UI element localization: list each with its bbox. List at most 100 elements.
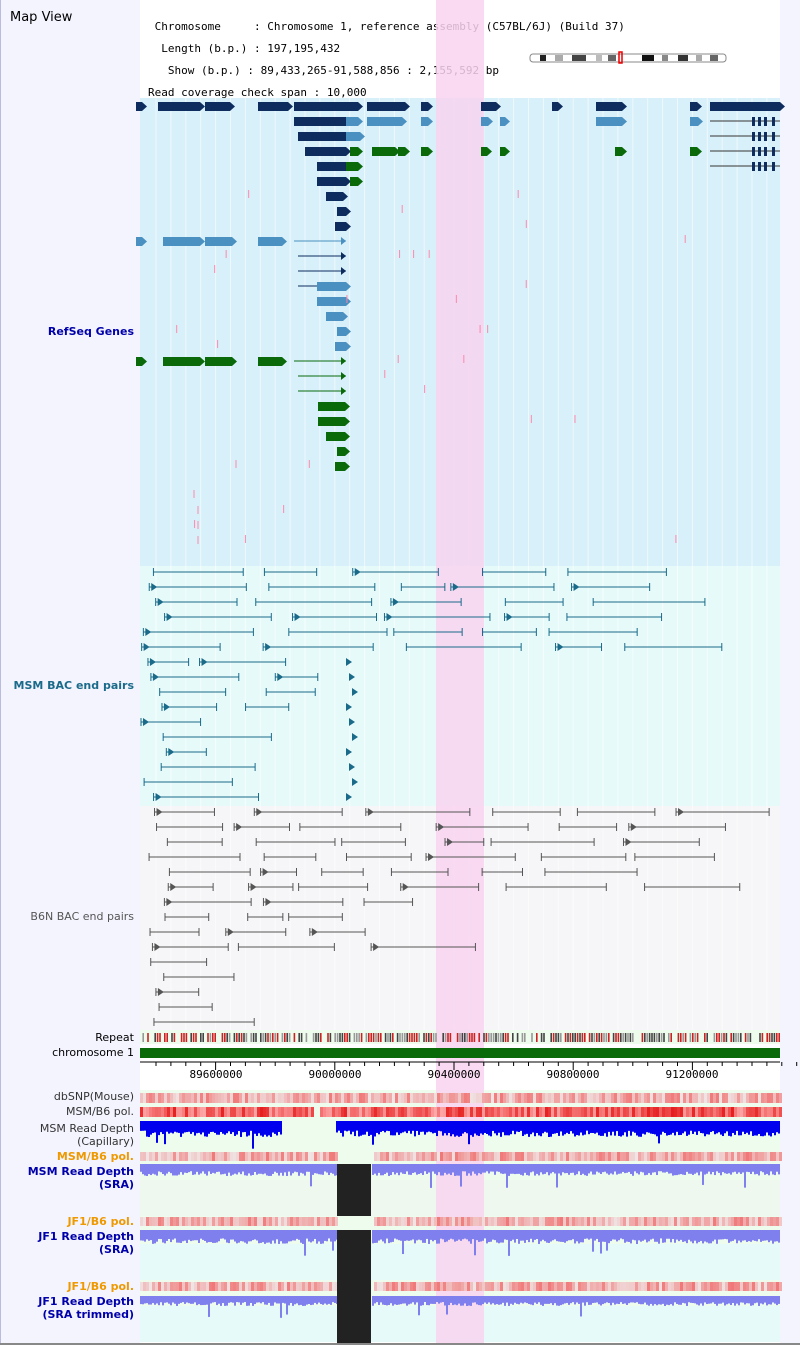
heat-cell (215, 1152, 218, 1161)
depth-bar (614, 1230, 616, 1240)
depth-bar (506, 1296, 508, 1303)
depth-bar (312, 1230, 314, 1242)
track-label-msm-b6-pol[interactable]: MSM/B6 pol. (66, 1105, 134, 1118)
depth-bar (236, 1164, 238, 1175)
heat-cell (335, 1152, 338, 1161)
depth-bar (494, 1230, 496, 1241)
depth-bar (730, 1296, 732, 1306)
depth-bar (718, 1164, 720, 1173)
depth-bar (316, 1296, 318, 1305)
track-label-jf1-b6-pol[interactable]: JF1/B6 pol. (67, 1215, 134, 1228)
depth-bar (168, 1230, 170, 1239)
heat-cell (719, 1107, 722, 1117)
heat-cell (500, 1152, 503, 1161)
track-label-msm-depth-capillary[interactable]: MSM Read Depth (Capillary) (39, 1122, 134, 1148)
track-label-jf1-b6-pol-2[interactable]: JF1/B6 pol. (67, 1280, 134, 1293)
heat-cell (269, 1282, 272, 1291)
repeat-track[interactable] (142, 1033, 780, 1042)
b6n-bac-end-pairs-track[interactable] (148, 808, 770, 1026)
heat-cell (779, 1107, 782, 1117)
track-label-msm-bac[interactable]: MSM BAC end pairs (13, 679, 134, 692)
track-label-jf1-depth-sra[interactable]: JF1 Read Depth (SRA) (38, 1230, 134, 1256)
heat-cell (452, 1282, 455, 1291)
depth-bar (734, 1164, 736, 1172)
highlight-region[interactable] (436, 0, 484, 1343)
repeat-element (183, 1033, 185, 1042)
depth-bar (568, 1164, 570, 1175)
repeat-element (164, 1033, 166, 1042)
heat-cell (536, 1093, 539, 1103)
heat-cell (323, 1093, 326, 1103)
heat-cell (476, 1217, 479, 1226)
depth-bar (194, 1296, 196, 1303)
read-depth-tracks[interactable] (140, 1121, 780, 1318)
heat-cell (419, 1107, 422, 1117)
refseq-genes-track[interactable] (136, 102, 785, 544)
heat-cell (746, 1152, 749, 1161)
depth-bar (538, 1296, 540, 1303)
depth-bar (346, 1121, 348, 1132)
heat-cell (587, 1107, 590, 1117)
heat-cell (326, 1093, 329, 1103)
heat-cell (650, 1217, 653, 1226)
depth-bar (588, 1121, 590, 1135)
heat-cell (515, 1152, 518, 1161)
depth-bar (254, 1296, 256, 1305)
heat-cell (212, 1107, 215, 1117)
depth-bar (496, 1121, 498, 1136)
polymorphism-heat-tracks[interactable] (140, 1093, 782, 1291)
bac-arrow (373, 943, 380, 951)
track-label-b6n-bac[interactable]: B6N BAC end pairs (30, 910, 134, 923)
repeat-element (584, 1033, 586, 1042)
repeat-element (483, 1033, 485, 1042)
chromosome-ideogram[interactable] (529, 51, 727, 64)
heat-cell (764, 1152, 767, 1161)
depth-bar (278, 1230, 280, 1244)
heat-cell (593, 1107, 596, 1117)
chromosome-bar[interactable] (140, 1048, 780, 1058)
heat-cell (524, 1217, 527, 1226)
gene-block (500, 117, 505, 126)
heat-cell (749, 1217, 752, 1226)
msm-bac-end-pairs-track[interactable] (140, 568, 723, 801)
bac-arrow (152, 673, 159, 681)
depth-bar (294, 1230, 296, 1241)
track-label-refseq[interactable]: RefSeq Genes (47, 325, 134, 338)
heat-cell (311, 1093, 314, 1103)
gene-arrow (405, 102, 410, 111)
depth-bar (586, 1164, 588, 1176)
depth-bar (746, 1164, 748, 1172)
track-label-msm-b6-pol-2[interactable]: MSM/B6 pol. (56, 1150, 134, 1163)
depth-bar (752, 1296, 754, 1306)
track-label-chromosome[interactable]: chromosome 1 (52, 1046, 134, 1059)
track-label-msm-depth-sra[interactable]: MSM Read Depth (SRA) (27, 1165, 134, 1191)
track-label-repeat[interactable]: Repeat (95, 1031, 134, 1044)
heat-cell (434, 1093, 437, 1103)
repeat-element (653, 1033, 656, 1042)
heat-cell (590, 1152, 593, 1161)
repeat-element (344, 1033, 346, 1042)
heat-cell (248, 1107, 251, 1117)
heat-cell (452, 1093, 455, 1103)
heat-cell (713, 1152, 716, 1161)
heat-cell (278, 1093, 281, 1103)
heat-cell (560, 1152, 563, 1161)
track-label-dbsnp[interactable]: dbSNP(Mouse) (53, 1090, 134, 1103)
heat-cell (755, 1282, 758, 1291)
heat-cell (767, 1282, 770, 1291)
depth-bar (238, 1296, 240, 1303)
depth-bar (148, 1230, 150, 1241)
depth-bar (732, 1296, 734, 1304)
heat-cell (752, 1093, 755, 1103)
repeat-element (416, 1033, 418, 1042)
heat-cell (233, 1093, 236, 1103)
track-label-jf1-depth-trim[interactable]: JF1 Read Depth (SRA trimmed) (38, 1295, 134, 1321)
heat-cell (344, 1107, 347, 1117)
heat-cell (374, 1093, 377, 1103)
depth-bar (624, 1230, 626, 1243)
depth-bar (756, 1230, 758, 1242)
heat-cell (278, 1217, 281, 1226)
heat-cell (464, 1152, 467, 1161)
depth-bar (552, 1164, 554, 1173)
